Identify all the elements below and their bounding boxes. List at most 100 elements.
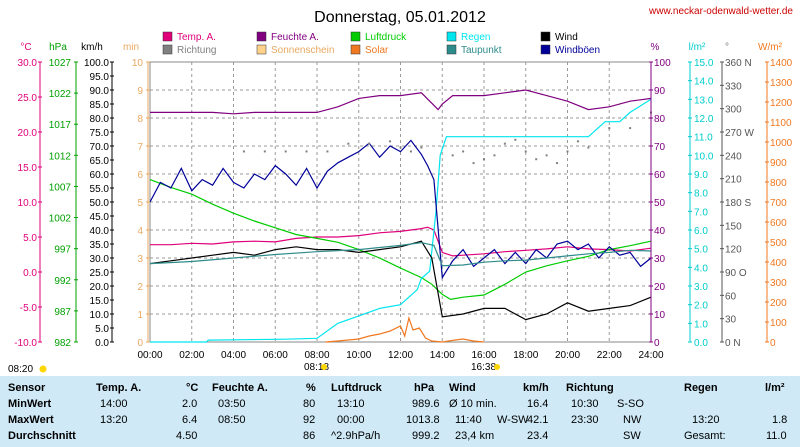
series-richtung-point bbox=[451, 154, 454, 157]
axis-units: °C hPa km/h min% l/m² ° W/m² bbox=[20, 42, 782, 53]
avg-wind-km: 23,4 km bbox=[455, 430, 495, 442]
axis-tick-label-temp: 20.0 bbox=[18, 128, 38, 139]
min-press: 989.6 bbox=[412, 398, 440, 410]
axis-tick-label-temp: -5.0 bbox=[20, 303, 38, 314]
axis-tick-label-direction: 90 O bbox=[725, 268, 747, 279]
axis-tick-label-direction: 30 bbox=[725, 315, 737, 326]
time-tick-label: 20:00 bbox=[555, 350, 580, 361]
legend: Temp. A. Feuchte A. Luftdruck Regen Wind Rich… bbox=[162, 31, 600, 56]
max-press: 1013.8 bbox=[406, 414, 440, 426]
sunset-icon bbox=[494, 364, 500, 370]
max-rain-time: 13:20 bbox=[692, 414, 720, 426]
series-richtung-point bbox=[524, 150, 527, 153]
axis-tick-label-humidity: 80 bbox=[654, 114, 666, 125]
axis-unit-temp: °C bbox=[20, 42, 31, 53]
max-hum-time: 08:50 bbox=[218, 414, 246, 426]
axis-unit-humidity: % bbox=[651, 42, 660, 53]
axis-tick-label-rain: 11.0 bbox=[694, 133, 713, 144]
legend-swatch bbox=[446, 31, 457, 42]
legend-label: Taupunkt bbox=[461, 45, 502, 56]
website-link[interactable]: www.neckar-odenwald-wetter.de bbox=[648, 6, 793, 17]
series-richtung-point bbox=[263, 150, 266, 153]
legend-label: Luftdruck bbox=[365, 32, 407, 43]
stats-header-press: Luftdruck bbox=[331, 382, 382, 394]
stats-table: Sensor Temp. A. °C Feuchte A. % Luftdruc… bbox=[0, 376, 800, 447]
avg-rain: 11.0 bbox=[766, 430, 787, 442]
avg-press: 999.2 bbox=[412, 430, 440, 442]
axis-unit-pressure: hPa bbox=[49, 42, 67, 53]
axis-tick-label-direction: 360 N bbox=[725, 58, 752, 69]
avg-row-label: Durchschnitt bbox=[8, 430, 76, 442]
time-tick-label: 04:00 bbox=[221, 350, 246, 361]
axis-tick-label-sun: 4 bbox=[137, 226, 143, 237]
axis-tick-label-humidity: 0 bbox=[654, 338, 660, 349]
legend-swatch bbox=[256, 44, 267, 55]
sunrise-label: 08:18 bbox=[304, 362, 329, 373]
axis-tick-label-wind: 25.0 bbox=[90, 268, 110, 279]
chart-title: Donnerstag, 05.01.2012 bbox=[314, 9, 486, 26]
sun-icon bbox=[39, 365, 47, 373]
axis-tick-label-wind: 45.0 bbox=[90, 212, 110, 223]
axis-tick-label-wind: 15.0 bbox=[90, 296, 110, 307]
time-tick-label: 06:00 bbox=[263, 350, 288, 361]
series-layer bbox=[149, 89, 652, 343]
min-row-label: MinWert bbox=[8, 398, 52, 410]
axis-tick-label-humidity: 90 bbox=[654, 86, 666, 97]
axis-tick-label-sun: 0 bbox=[137, 338, 143, 349]
stats-header-temp-unit: °C bbox=[186, 382, 199, 394]
axis-tick-label-rain: 10.0 bbox=[694, 151, 714, 162]
axis-unit-direction: ° bbox=[725, 42, 729, 53]
legend-label: Temp. A. bbox=[177, 32, 216, 43]
series-richtung-point bbox=[409, 150, 412, 153]
series-richtung-point bbox=[587, 146, 590, 149]
legend-swatch bbox=[540, 44, 551, 55]
min-press-time: 13:10 bbox=[337, 398, 365, 410]
series-richtung-point bbox=[368, 142, 371, 145]
axis-tick-label-pressure: 1017 bbox=[49, 120, 72, 131]
axis-tick-label-direction: 150 bbox=[725, 221, 742, 232]
legend-label: Feuchte A. bbox=[271, 32, 319, 43]
legend-swatch bbox=[446, 44, 457, 55]
stats-header-dir: Richtung bbox=[566, 382, 614, 394]
max-dir-time: 23:30 bbox=[571, 414, 599, 426]
legend-label: Regen bbox=[461, 32, 490, 43]
axis-tick-label-pressure: 992 bbox=[54, 276, 71, 287]
series-regen bbox=[150, 98, 652, 343]
axis-tick-label-direction: 330 bbox=[725, 81, 742, 92]
axis-tick-label-rain: 8.0 bbox=[694, 189, 708, 200]
axis-unit-sun: min bbox=[123, 42, 139, 53]
series-solar bbox=[325, 315, 485, 343]
axis-tick-label-wind: 55.0 bbox=[90, 184, 110, 195]
avg-hum: 86 bbox=[303, 430, 316, 442]
min-dir: S-SO bbox=[617, 398, 644, 410]
stats-header-wind: Wind bbox=[449, 382, 476, 394]
axis-tick-label-rain: 9.0 bbox=[694, 170, 708, 181]
legend-label: Wind bbox=[555, 32, 578, 43]
axis-tick-label-solar: 300 bbox=[770, 278, 787, 289]
series-richtung-point bbox=[462, 150, 465, 153]
stats-header-hum-unit: % bbox=[306, 382, 316, 394]
axis-tick-label-pressure: 1002 bbox=[49, 214, 72, 225]
axis-tick-label-temp: 0.0 bbox=[23, 268, 37, 279]
avg-dir: SW bbox=[623, 430, 641, 442]
max-press-time: 00:00 bbox=[337, 414, 365, 426]
axis-tick-label-sun: 2 bbox=[137, 282, 143, 293]
legend-label: Windböen bbox=[555, 45, 600, 56]
series-richtung-point bbox=[483, 158, 485, 161]
grid bbox=[150, 62, 651, 342]
axis-tick-label-sun: 3 bbox=[137, 254, 143, 265]
series-taupunkt bbox=[149, 241, 652, 267]
axis-tick-label-direction: 270 W bbox=[725, 128, 754, 139]
axis-tick-label-direction: 300 bbox=[725, 105, 742, 116]
axis-tick-label-sun: 6 bbox=[137, 170, 143, 181]
axis-tick-label-wind: 70.0 bbox=[90, 142, 110, 153]
series-richtung-point bbox=[326, 150, 329, 153]
axis-tick-label-direction: 0 N bbox=[725, 338, 741, 349]
axis-tick-label-pressure: 1022 bbox=[49, 89, 72, 100]
max-wind-label: 11:40 bbox=[455, 414, 482, 426]
axis-tick-label-sun: 8 bbox=[137, 114, 143, 125]
axis-tick-label-direction: 210 bbox=[725, 175, 742, 186]
series-richtung-point bbox=[629, 127, 632, 130]
axis-tick-label-wind: 75.0 bbox=[90, 128, 110, 139]
stats-header-sensor: Sensor bbox=[8, 382, 46, 394]
